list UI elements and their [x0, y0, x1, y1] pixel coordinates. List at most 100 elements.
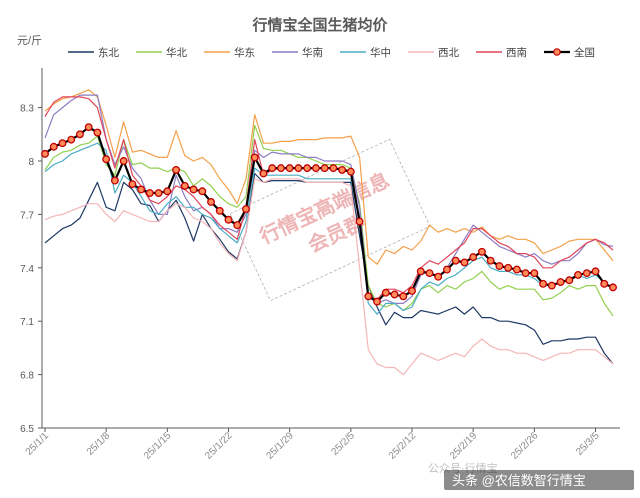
series-point [600, 279, 609, 288]
series-point [460, 258, 469, 267]
chart-title: 行情宝全国生猪均价 [251, 16, 388, 34]
series-point [311, 164, 320, 173]
series-point [303, 164, 312, 173]
series-point [556, 278, 565, 286]
x-tick-label: 25/2/5 [330, 430, 358, 458]
series-point [399, 292, 408, 301]
series-point [469, 253, 478, 262]
series-point [504, 263, 513, 272]
series-point [198, 187, 207, 196]
series-point [250, 153, 259, 162]
series-point [119, 157, 128, 165]
series-point [320, 164, 329, 173]
series-point [565, 276, 574, 285]
y-tick-label: 6.5 [20, 424, 34, 435]
series-point [512, 265, 521, 274]
y-unit-label: 元/斤 [17, 34, 42, 47]
series-point [346, 167, 355, 176]
series-point [582, 269, 591, 278]
series-point [416, 267, 425, 276]
series-point [390, 290, 399, 299]
series-point [425, 269, 434, 278]
y-tick-label: 7.7 [20, 210, 34, 221]
series-point [495, 262, 504, 270]
series-point [355, 217, 364, 226]
series-point [172, 165, 181, 174]
series-point [102, 155, 111, 164]
series-point [110, 176, 119, 185]
series-point [180, 181, 189, 190]
x-tick-label: 25/2/26 [509, 430, 541, 462]
series-point [434, 272, 443, 281]
y-tick-label: 8.3 [20, 104, 34, 115]
legend-label: 西北 [438, 47, 459, 59]
series-point [574, 270, 582, 279]
axes: 6.56.87.17.47.788.325/1/1 25/1/8 25/1/15 25… [20, 68, 620, 462]
legend-label: 华北 [166, 46, 187, 59]
y-tick-label: 7.4 [20, 264, 34, 275]
x-tick-label: 25/1/29 [264, 430, 296, 462]
x-tick-label: 25/1/15 [142, 430, 174, 462]
y-tick-label: 7.1 [20, 317, 34, 328]
series-point [163, 187, 172, 196]
series-line [44, 142, 614, 315]
series-point [58, 139, 67, 148]
series-point [477, 247, 486, 256]
series-point [285, 164, 294, 173]
x-tick-label: 25/2/12 [387, 430, 419, 462]
series-point [486, 256, 495, 265]
series-point [67, 135, 76, 144]
series-point [408, 286, 416, 295]
x-tick-label: 25/3/5 [574, 430, 602, 458]
legend-label: 华中 [370, 46, 391, 59]
series-point [451, 256, 460, 265]
legend-label: 华东 [234, 46, 255, 59]
series-point [530, 269, 539, 278]
series-point [49, 142, 58, 151]
series-line [44, 89, 614, 265]
y-tick-label: 6.8 [20, 371, 34, 382]
series-point [268, 164, 277, 173]
series-layer [41, 89, 617, 376]
series-point [539, 279, 548, 288]
series-point [521, 269, 530, 278]
series-point [242, 205, 250, 214]
series-point [381, 288, 390, 297]
x-tick-label: 25/2/19 [448, 430, 480, 462]
series-point [443, 265, 451, 274]
y-tick-label: 8 [28, 157, 34, 168]
legend-marker [553, 48, 561, 56]
legend-label: 西南 [506, 46, 527, 59]
series-point [364, 292, 373, 301]
series-point [224, 215, 233, 224]
series-line [44, 124, 614, 317]
legend-label: 华南 [302, 46, 323, 59]
watermark: 行情宝高端信息 会员群 [229, 138, 431, 302]
corner-credit-text: 头条 @农信数智行情宝 [452, 473, 586, 488]
series-point [294, 164, 303, 173]
x-tick-label: 25/1/8 [85, 430, 113, 458]
series-point [547, 281, 556, 290]
series-point [128, 180, 137, 189]
series-point [41, 149, 49, 158]
legend-label: 全国 [574, 46, 595, 59]
series-point [373, 297, 382, 306]
series-line [44, 178, 614, 376]
series-point [137, 185, 146, 194]
series-point [76, 130, 84, 139]
series-point [609, 283, 617, 292]
series-point [189, 185, 198, 194]
series-point [84, 123, 93, 132]
corner-credit-bg [444, 470, 634, 490]
legend-label: 东北 [98, 46, 119, 59]
watermark-box [229, 138, 431, 302]
series-point [215, 206, 224, 215]
series-point [145, 189, 154, 197]
corner-faint-text: 公众号·行情宝 [428, 461, 498, 475]
series-point [338, 165, 347, 174]
series-point [591, 267, 600, 276]
series-point [259, 169, 268, 178]
series-point [207, 197, 215, 206]
x-tick-label: 25/1/22 [203, 430, 235, 462]
